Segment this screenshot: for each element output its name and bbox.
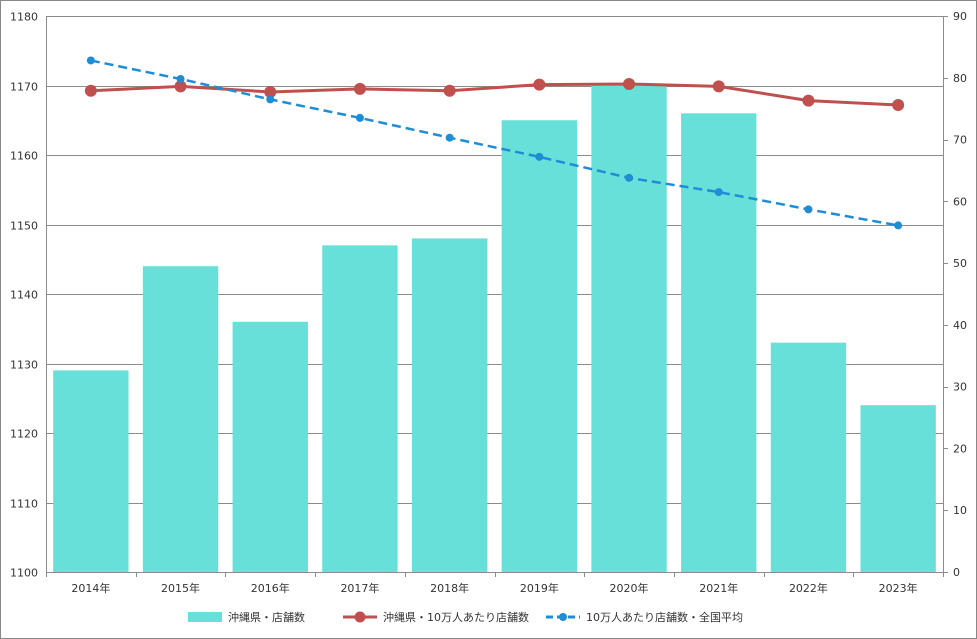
- bar: [770, 342, 847, 572]
- data-point: [804, 205, 813, 214]
- line-series: [84, 56, 905, 230]
- y-left-tick-label: 1100: [10, 567, 38, 580]
- y-right-tick-label: 10: [953, 504, 967, 517]
- y-right-tick-label: 50: [953, 257, 967, 270]
- data-point: [894, 221, 903, 230]
- data-point: [712, 80, 725, 93]
- axes: [46, 16, 948, 577]
- legend-label: 沖縄県・店舗数: [228, 610, 305, 624]
- y-right-tick-label: 60: [953, 195, 967, 208]
- y-left-tick-label: 1130: [10, 359, 38, 372]
- y-left-tick-label: 1120: [10, 428, 38, 441]
- y-left-tick-label: 1160: [10, 150, 38, 163]
- data-point: [174, 80, 187, 93]
- y-left-tick-label: 1150: [10, 220, 38, 233]
- y-right-tick-label: 40: [953, 319, 967, 332]
- okinawa-per-capita-line: [90, 82, 899, 107]
- data-point: [443, 84, 456, 97]
- x-tick-label: 2018年: [430, 581, 469, 595]
- x-tick-label: 2020年: [610, 581, 649, 595]
- data-point: [84, 84, 97, 97]
- data-point: [266, 95, 275, 104]
- data-point: [623, 77, 636, 90]
- legend-label: 10万人あたり店舗数・全国平均: [586, 610, 743, 624]
- data-point: [176, 75, 185, 84]
- data-point: [533, 78, 546, 91]
- data-point: [355, 113, 364, 122]
- x-tick-label: 2014年: [71, 581, 110, 595]
- y-left-tick-label: 1110: [10, 498, 38, 511]
- bar: [501, 120, 578, 572]
- bar: [53, 370, 129, 572]
- data-point: [714, 188, 723, 197]
- y-right-tick-label: 70: [953, 134, 967, 147]
- x-tick-label: 2021年: [699, 581, 738, 595]
- data-point: [445, 133, 454, 142]
- y-right-tick-label: 0: [953, 566, 960, 579]
- y-left-tick-label: 1170: [10, 81, 38, 94]
- x-tick-label: 2016年: [251, 581, 290, 595]
- bar: [232, 321, 308, 572]
- legend-marker: [354, 611, 366, 623]
- y-right-tick-label: 80: [953, 72, 967, 85]
- x-tick-label: 2019年: [520, 581, 559, 595]
- data-point: [802, 94, 815, 107]
- bar: [322, 245, 398, 572]
- bar-series: [53, 85, 936, 573]
- tick-labels: 1100 1110 1120 1130 1140 1150 1160 1170 1180 0 10 2…: [10, 10, 967, 595]
- legend-marker: [559, 613, 567, 621]
- data-point: [625, 173, 634, 182]
- national-average-line: [90, 59, 899, 227]
- bar: [860, 405, 936, 572]
- data-point: [535, 152, 544, 161]
- legend-swatch: [188, 612, 222, 622]
- data-point: [353, 82, 366, 95]
- bar: [411, 238, 488, 572]
- x-tick-label: 2022年: [789, 581, 828, 595]
- y-right-tick-label: 90: [953, 10, 967, 23]
- y-right-tick-label: 30: [953, 381, 967, 394]
- bar: [142, 266, 219, 572]
- y-left-tick-label: 1180: [10, 11, 38, 24]
- data-point: [892, 98, 905, 111]
- x-tick-label: 2015年: [161, 581, 200, 595]
- y-left-tick-label: 1140: [10, 289, 38, 302]
- x-tick-label: 2023年: [879, 581, 918, 595]
- legend-label: 沖縄県・10万人あたり店舗数: [383, 610, 529, 624]
- bar: [591, 85, 667, 572]
- data-point: [86, 56, 95, 65]
- bar: [681, 113, 757, 573]
- y-right-tick-label: 20: [953, 442, 967, 455]
- x-tick-label: 2017年: [340, 581, 379, 595]
- data-point: [264, 85, 277, 98]
- legend: 沖縄県・店舗数 沖縄県・10万人あたり店舗数 10万人あたり店舗数・全国平均: [188, 610, 743, 624]
